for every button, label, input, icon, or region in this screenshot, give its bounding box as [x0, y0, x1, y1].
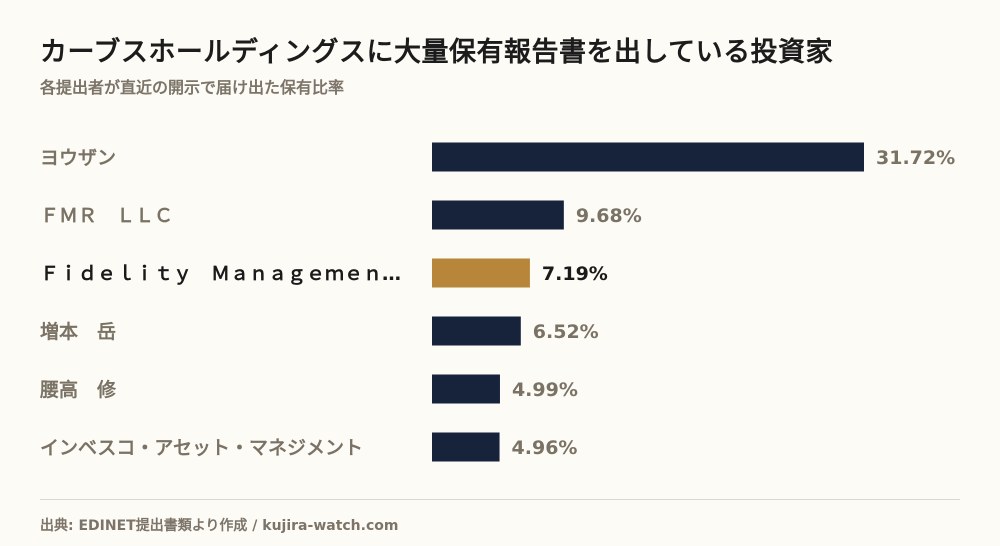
footer-divider: [40, 499, 960, 500]
source-note: 出典: EDINET提出書類より作成 / kujira-watch.com: [40, 518, 399, 534]
bar: [432, 258, 530, 288]
value-label: 4.96%: [512, 437, 578, 459]
value-label: 4.99%: [512, 379, 578, 401]
category-label: ヨウザン: [40, 147, 116, 169]
bar: [432, 142, 864, 172]
value-label: 6.52%: [533, 321, 599, 343]
category-label: Ｆｉｄｅｌｉｔｙ Ｍａｎａｇｅｍｅｎ…: [40, 263, 401, 286]
value-label: 9.68%: [576, 205, 642, 227]
chart-subtitle: 各提出者が直近の開示で届け出た保有比率: [40, 78, 345, 97]
category-label: 腰高 修: [39, 378, 117, 401]
chart-title: カーブスホールディングスに大量保有報告書を出している投資家: [40, 37, 834, 68]
category-label: インベスコ・アセット・マネジメント: [40, 437, 363, 459]
bar: [432, 432, 500, 462]
bar-chart: ヨウザン 31.72% ＦＭＲ ＬＬＣ 9.68% Ｆｉｄｅｌｉｔｙ Ｍａｎａｇｅｍｅｎ…: [39, 142, 955, 462]
category-label: ＦＭＲ ＬＬＣ: [40, 205, 173, 227]
value-label: 7.19%: [542, 263, 608, 285]
value-label: 31.72%: [876, 147, 955, 169]
bar: [432, 374, 500, 404]
bar: [432, 316, 521, 346]
category-label: 増本 岳: [40, 320, 116, 343]
bar: [432, 200, 564, 230]
